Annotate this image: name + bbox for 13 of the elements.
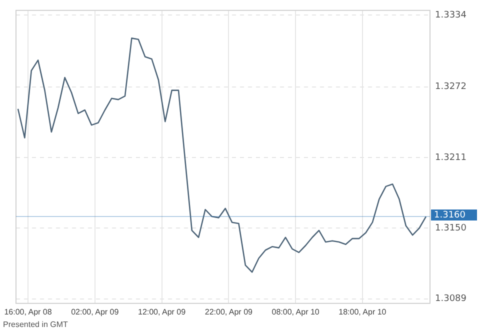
x-tick-label: 12:00, Apr 09 [138,307,186,316]
y-tick-label: 1.3150 [435,223,467,234]
y-tick-label: 1.3334 [435,10,467,20]
x-tick-label: 08:00, Apr 10 [272,307,320,316]
x-tick-label: 22:00, Apr 09 [204,307,254,316]
x-tick-label: 02:00, Apr 09 [71,307,120,316]
y-tick-label: 1.3272 [435,82,466,92]
ref-line-label: 1.3160 [434,210,466,220]
text: Presented in GMT [3,320,68,329]
x-tick-label: 16:00, Apr 08 [4,307,52,316]
y-tick-label: 1.3211 [435,152,466,163]
x-tick-label: 18:00, Apr 10 [338,307,387,316]
y-tick-label: 1.3089 [435,294,467,304]
